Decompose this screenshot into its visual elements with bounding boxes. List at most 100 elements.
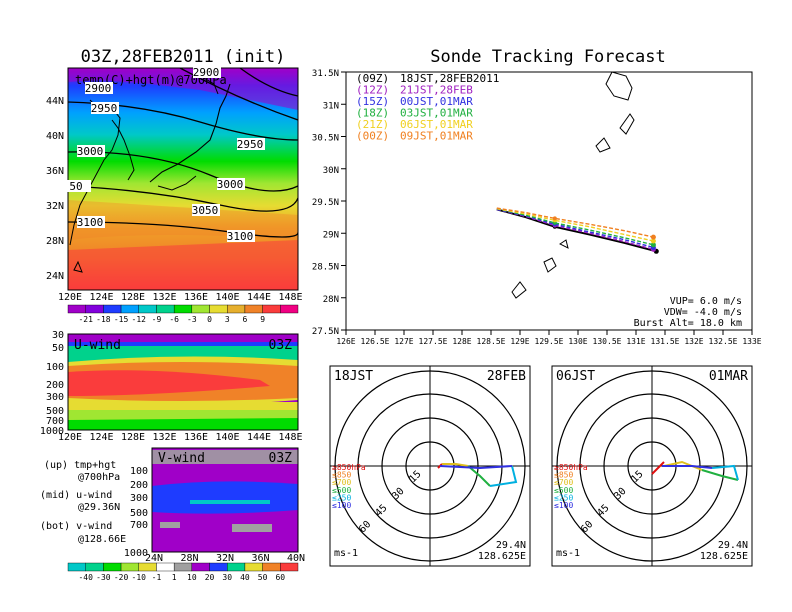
hodograph-segment	[701, 469, 739, 481]
hodograph-time: 06JST	[556, 369, 595, 384]
hodograph-date: 01MAR	[709, 369, 748, 384]
hodograph-level-label: ≥850hPa	[554, 463, 588, 472]
pressure-tick-label: 1000	[40, 426, 64, 437]
lon-tick-label: 128E	[121, 292, 145, 303]
colorbar-label: -20	[114, 573, 129, 582]
colorbar-label: 30	[222, 573, 232, 582]
v-wind-time: 03Z	[269, 451, 293, 466]
lon-tick-label: 132.5E	[709, 337, 738, 346]
colorbar-label: -40	[78, 573, 93, 582]
pressure-tick-label: 200	[130, 480, 148, 491]
hodograph-segment	[662, 465, 713, 469]
legend-utc: (18Z)	[356, 107, 389, 120]
tracking-series	[496, 207, 659, 254]
colorbar-label: 60	[275, 573, 285, 582]
height-label-bg	[227, 230, 255, 242]
lon-tick-label: 128E	[452, 337, 471, 346]
colorbar-cell	[227, 304, 246, 314]
colorbar-label: 0	[207, 315, 212, 324]
lat-tick-label: 28.5N	[312, 263, 339, 273]
lon-tick-label: 144E	[247, 432, 271, 443]
lon-tick-label: 133E	[742, 337, 761, 346]
colorbar-label: 9	[260, 315, 265, 324]
height-label-bg	[217, 178, 245, 190]
lat-tick-label: 36N	[46, 166, 64, 177]
hodograph-segment	[711, 464, 739, 481]
left-panel-title: 03Z,28FEB2011 (init)	[81, 47, 286, 67]
colorbar-label: -1	[152, 573, 162, 582]
lat-tick-label: 32N	[46, 201, 64, 212]
pressure-tick-label: 200	[46, 380, 64, 391]
hodograph-time: 18JST	[334, 369, 373, 384]
height-label: 3100	[227, 230, 254, 243]
hodograph-segment	[651, 461, 665, 475]
colorbar-label: 20	[205, 573, 215, 582]
lat-tick-label: 31N	[323, 101, 339, 111]
hodograph-trace	[651, 460, 739, 481]
track-midpoint	[552, 216, 557, 221]
track-endpoint	[650, 234, 656, 240]
pressure-tick-label: 30	[52, 330, 64, 341]
lat-tick-label: 36N	[251, 553, 269, 564]
lat-tick-label: 24N	[145, 553, 163, 564]
colorbar-cell	[103, 562, 122, 572]
colorbar-cell	[244, 304, 263, 314]
legend-line: @29.36N	[78, 502, 120, 513]
sonde-tracking-panel: Sonde Tracking Forecast 31.5N 31N 30.5N 30N…	[312, 47, 762, 346]
height-label: 50	[69, 180, 82, 193]
hodograph-trace	[437, 463, 518, 487]
lon-tick-label: 148E	[278, 292, 302, 303]
colorbar-cell	[85, 562, 104, 572]
lat-tick-label: 29N	[323, 230, 339, 240]
hodograph-level-label: ≤100	[332, 501, 351, 510]
colorbar-cell	[85, 304, 104, 314]
track-endpoint	[650, 238, 656, 244]
pressure-tick-label: 700	[46, 416, 64, 427]
lon-tick-label: 130E	[568, 337, 587, 346]
hodograph-level-label: ≤850	[332, 471, 351, 480]
colorbar-cell	[120, 304, 139, 314]
u-wind-lon-ticks: 120E 124E 128E 132E 136E 140E 144E 148E	[58, 432, 303, 443]
colorbar-label: 10	[187, 573, 197, 582]
hodograph-segment	[439, 465, 513, 470]
lon-tick-label: 136E	[184, 432, 208, 443]
legend-local: 18JST,28FEB2011	[400, 72, 499, 85]
track-line	[496, 207, 654, 238]
lat-tick-label: 30.5N	[312, 134, 339, 144]
temperature-colorbar: -21 -18 -15 -12 -9 -6 -3 0 3 6 9	[67, 304, 299, 324]
tracking-parameter: VUP= 6.0 m/s	[670, 296, 742, 307]
lon-tick-label: 140E	[215, 432, 239, 443]
track-line	[496, 208, 654, 242]
colorbar-cell	[262, 562, 281, 572]
lon-tick-label: 127.5E	[419, 337, 448, 346]
colorbar-cell	[244, 562, 263, 572]
height-label-bg	[192, 204, 220, 216]
pressure-tick-label: 700	[130, 520, 148, 531]
lon-tick-label: 130.5E	[593, 337, 622, 346]
lat-tick-label: 30N	[323, 166, 339, 176]
colorbar-label: -9	[152, 315, 162, 324]
hodograph-unit: ms-1	[334, 548, 358, 559]
colorbar-label: 6	[243, 315, 248, 324]
colorbar-cell	[280, 304, 299, 314]
legend-line: (up) tmp+hgt	[44, 460, 116, 471]
lon-tick-label: 126.5E	[361, 337, 390, 346]
hodograph-ring	[381, 417, 479, 515]
tracking-legend: (09Z) 18JST,28FEB2011 (12Z) 21JST,28FEB (15Z…	[356, 72, 499, 143]
colorbar-label: 50	[258, 573, 268, 582]
tracking-title: Sonde Tracking Forecast	[430, 47, 665, 67]
lon-tick-label: 131E	[626, 337, 645, 346]
height-label: 2900	[193, 66, 220, 79]
legend-line: @128.66E	[78, 534, 126, 545]
colorbar-label: 3	[225, 315, 230, 324]
colorbar-label: -12	[132, 315, 147, 324]
lat-tick-label: 28N	[180, 553, 198, 564]
panel-legend-text: (up) tmp+hgt@700hPa (mid) u-wind@29.36N (b…	[40, 460, 126, 545]
hodograph-unit: ms-1	[556, 548, 580, 559]
colorbar-label: -10	[132, 573, 147, 582]
legend-utc: (00Z)	[356, 130, 389, 143]
